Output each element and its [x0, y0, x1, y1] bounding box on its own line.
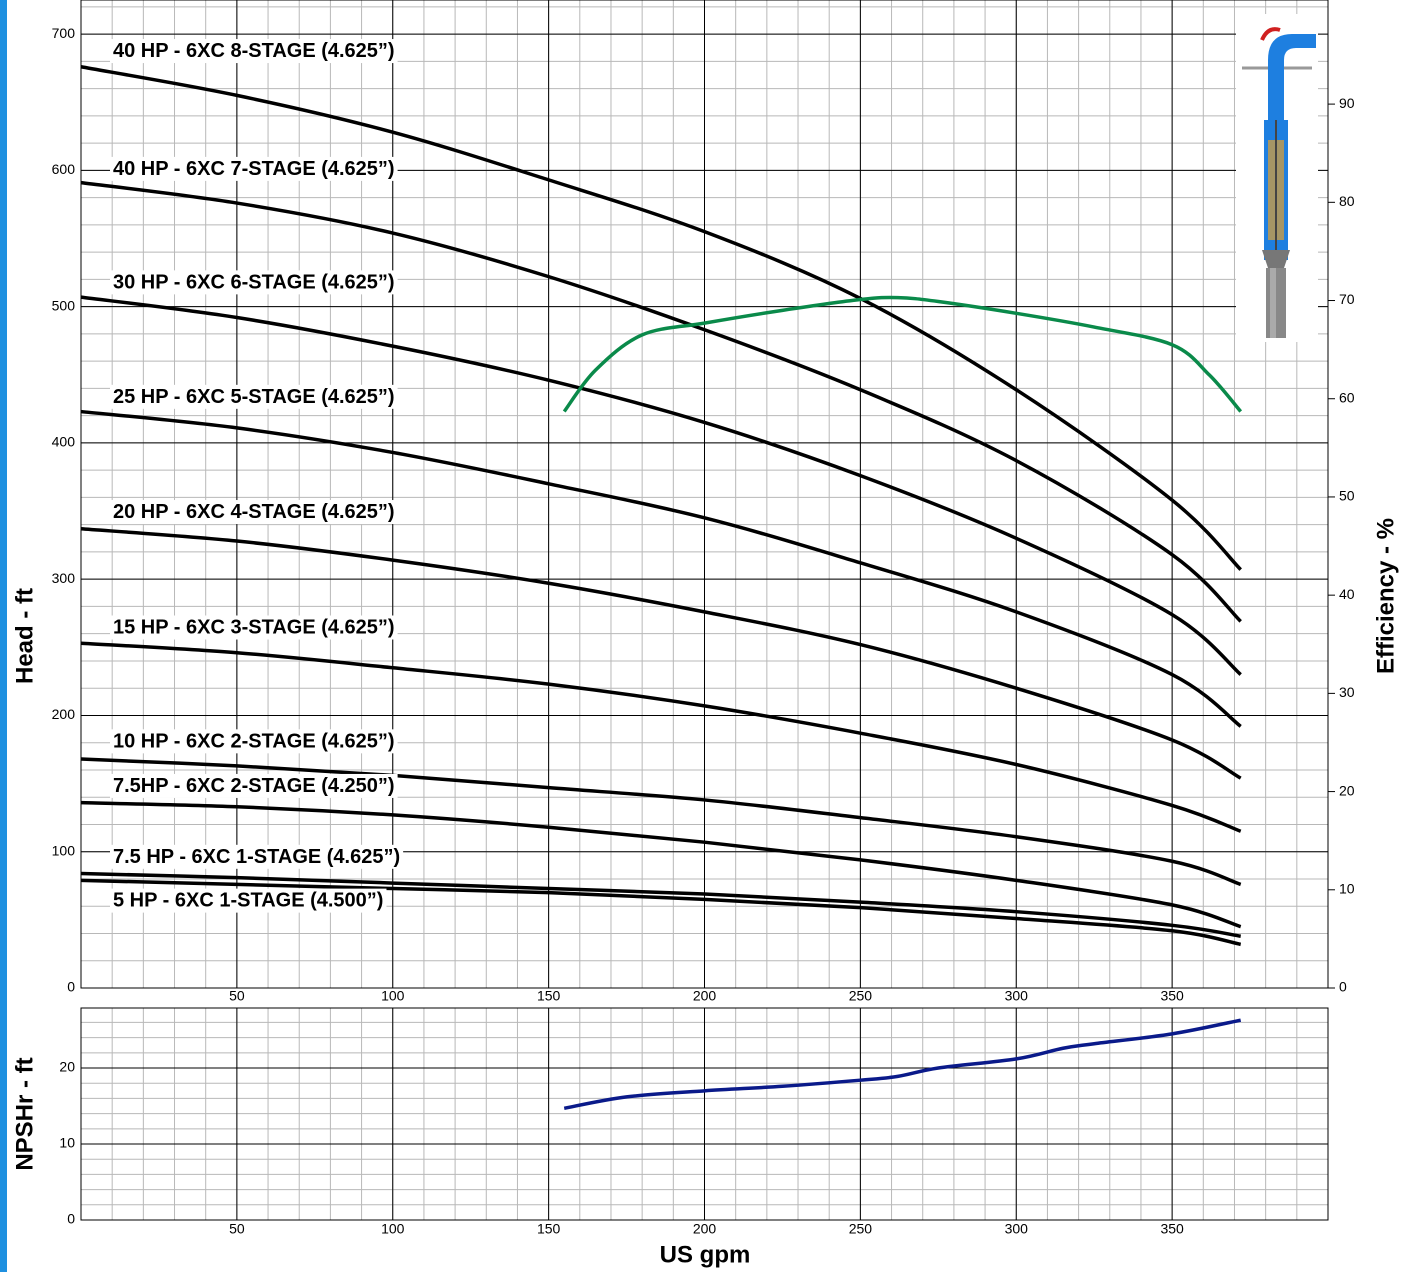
curve-label: 40 HP - 6XC 7-STAGE (4.625”) [113, 158, 395, 180]
curve-label-background [110, 500, 398, 525]
series-line [80, 871, 1241, 938]
plot-frame [80, 1007, 1329, 1221]
curve-label-background [110, 615, 398, 640]
y-axis-title: NPSHr - ft [11, 1057, 38, 1170]
curve-label: 20 HP - 6XC 4-STAGE (4.625”) [113, 501, 395, 523]
y2-tick-label: 70 [1339, 291, 1355, 307]
plot-frame [80, 0, 1329, 989]
x-tick-label: 300 [1005, 1221, 1029, 1237]
x-tick-label: 150 [537, 988, 561, 1004]
x-tick-label: 200 [693, 1221, 717, 1237]
curve-label-background [110, 729, 398, 754]
series-line [562, 295, 1243, 413]
side-stripe [0, 0, 7, 1272]
series-line [80, 295, 1242, 676]
y-tick-label: 0 [67, 979, 75, 995]
curve-label-background [110, 270, 398, 295]
curve-label: 7.5 HP - 6XC 1-STAGE (4.625”) [113, 846, 400, 868]
curve-label-background [110, 156, 398, 181]
y-tick-label: 700 [52, 25, 76, 41]
y2-tick-label: 0 [1339, 979, 1347, 995]
curve-label: 15 HP - 6XC 3-STAGE (4.625”) [113, 617, 395, 639]
pump-illustration [1236, 14, 1318, 342]
curve-label: 40 HP - 6XC 8-STAGE (4.625”) [113, 40, 395, 62]
y2-tick-label: 60 [1339, 389, 1355, 405]
labels: 50 100 150 200 250 300 35001002003004005006007… [52, 25, 1355, 1237]
y-tick-label: 300 [52, 570, 76, 586]
x-tick-label: 350 [1160, 1221, 1184, 1237]
y-tick-label: 200 [52, 706, 76, 722]
y-tick-label: 400 [52, 434, 76, 450]
x-tick-label: 350 [1160, 988, 1184, 1004]
series-line [80, 878, 1242, 947]
curve-label-background [110, 844, 404, 869]
series-line [563, 1018, 1242, 1111]
y-axis-title: Head - ft [11, 588, 38, 684]
x-tick-label: 50 [229, 1221, 245, 1237]
series-line [80, 180, 1242, 623]
curve-label: 30 HP - 6XC 6-STAGE (4.625”) [113, 271, 395, 293]
y2-tick-label: 20 [1339, 782, 1355, 798]
y2-tick-label: 40 [1339, 586, 1355, 602]
curve-label-background [110, 888, 387, 913]
y-tick-label: 10 [59, 1135, 75, 1151]
x-tick-label: 150 [537, 1221, 561, 1237]
y-tick-label: 500 [52, 297, 76, 313]
x-tick-label: 100 [381, 988, 405, 1004]
series-line [80, 527, 1242, 780]
y2-axis-title: Efficiency - % [1372, 518, 1399, 674]
series-line [80, 641, 1242, 833]
x-axis-title: US gpm [660, 1241, 751, 1268]
curve-label: 7.5HP - 6XC 2-STAGE (4.250”) [113, 775, 395, 797]
x-tick-label: 50 [229, 988, 245, 1004]
y-tick-label: 100 [52, 842, 76, 858]
plot [80, 65, 1243, 1111]
y2-tick-label: 80 [1339, 193, 1355, 209]
series-line [80, 800, 1242, 929]
y-tick-label: 0 [67, 1211, 75, 1227]
series-line [80, 65, 1242, 571]
y2-tick-label: 90 [1339, 95, 1355, 111]
x-tick-label: 250 [849, 988, 873, 1004]
y2-tick-label: 10 [1339, 880, 1355, 896]
curve-label: 10 HP - 6XC 2-STAGE (4.625”) [113, 730, 395, 752]
x-tick-label: 100 [381, 1221, 405, 1237]
curve-label: 5 HP - 6XC 1-STAGE (4.500”) [113, 890, 383, 912]
x-tick-label: 250 [849, 1221, 873, 1237]
y2-tick-label: 50 [1339, 488, 1355, 504]
curve-label-background [110, 773, 398, 798]
series-line [80, 409, 1242, 728]
series-line [80, 757, 1242, 887]
x-tick-label: 200 [693, 988, 717, 1004]
curve-label: 25 HP - 6XC 5-STAGE (4.625”) [113, 386, 395, 408]
y-tick-label: 20 [59, 1059, 75, 1075]
curve-label-background [110, 384, 398, 409]
x-tick-label: 300 [1005, 988, 1029, 1004]
curve-label-background [110, 39, 398, 64]
y2-tick-label: 30 [1339, 684, 1355, 700]
y-tick-label: 600 [52, 161, 76, 177]
